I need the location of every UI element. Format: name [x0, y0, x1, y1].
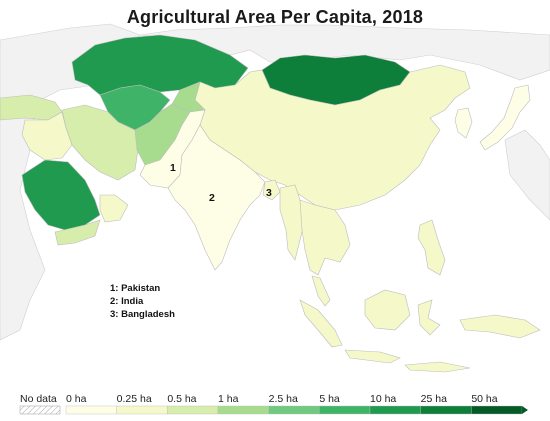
- region-philippines: [417, 219, 446, 276]
- legend-bin: [217, 405, 269, 415]
- legend-bin: [268, 405, 320, 415]
- note-india: 2: India: [110, 296, 144, 307]
- legend-tick-label: 5 ha: [319, 393, 340, 405]
- legend-tick-label: 10 ha: [370, 393, 396, 405]
- legend-bin: [319, 405, 371, 415]
- region-indochina: [299, 199, 351, 276]
- region-myanmar: [279, 184, 306, 261]
- legend-arrow: [522, 406, 528, 414]
- region-timor: [404, 361, 471, 373]
- region-java: [344, 349, 401, 364]
- legend-no-data-label: No data: [20, 393, 57, 405]
- region-sumatra: [299, 299, 343, 348]
- legend-tick-label: 2.5 ha: [269, 393, 298, 405]
- region-bangladesh: [262, 179, 281, 201]
- legend-tick-label: 0 ha: [66, 393, 87, 405]
- legend-tick-label: 50 ha: [471, 393, 497, 405]
- legend-bin: [65, 405, 117, 415]
- region-yemen: [54, 219, 101, 246]
- country-key: 1: Pakistan 2: India 3: Bangladesh: [110, 282, 175, 321]
- map-title: Agricultural Area Per Capita, 2018: [126, 7, 424, 27]
- legend-bin: [167, 405, 219, 415]
- legend-bin: [116, 405, 168, 415]
- legend-bin: [369, 405, 421, 415]
- region-borneo: [364, 289, 411, 331]
- legend-tick-label: 1 ha: [218, 393, 239, 405]
- legend-tick-label: 0.25 ha: [117, 393, 152, 405]
- region-japan: [479, 84, 531, 151]
- legend-tick-label: 0.5 ha: [167, 393, 196, 405]
- label-pakistan: 1: [170, 162, 176, 174]
- label-bangladesh: 3: [266, 187, 272, 199]
- legend-bin: [420, 405, 472, 415]
- region-korea: [454, 107, 473, 139]
- region-saudi-arabia: [21, 159, 101, 231]
- note-bangladesh: 3: Bangladesh: [110, 309, 175, 320]
- region-malaysia: [311, 275, 331, 307]
- label-india: 2: [209, 192, 215, 204]
- legend-bin: [471, 405, 523, 415]
- legend-tick-labels: 0 ha 0.25 ha 0.5 ha 1 ha 2.5 ha 5 ha 10 ha 25 h…: [66, 393, 498, 405]
- legend-no-data-swatch: [19, 405, 61, 415]
- legend-color-bins: [65, 405, 528, 415]
- region-sulawesi: [417, 299, 441, 336]
- region-oman: [99, 194, 129, 223]
- region-iraq-syria: [21, 111, 73, 161]
- note-pakistan: 1: Pakistan: [110, 283, 161, 294]
- region-new-guinea: [459, 314, 541, 339]
- region-india: [167, 124, 266, 271]
- legend-tick-label: 25 ha: [421, 393, 447, 405]
